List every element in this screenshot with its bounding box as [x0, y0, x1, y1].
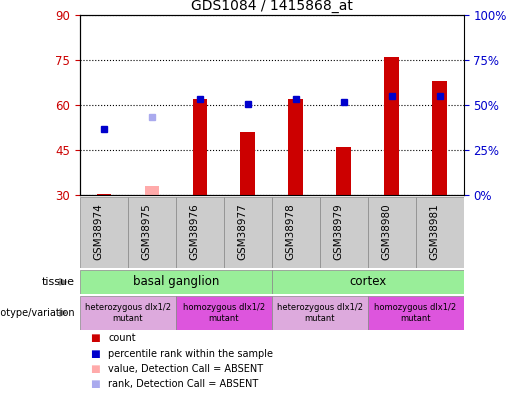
Bar: [336, 147, 351, 195]
Bar: [128, 197, 176, 268]
Text: tissue: tissue: [42, 277, 75, 287]
Text: homozygous dlx1/2
mutant: homozygous dlx1/2 mutant: [183, 303, 265, 322]
Text: ■: ■: [90, 364, 100, 374]
Text: percentile rank within the sample: percentile rank within the sample: [108, 349, 273, 358]
Text: heterozygous dlx1/2
mutant: heterozygous dlx1/2 mutant: [277, 303, 363, 322]
Text: GSM38979: GSM38979: [334, 203, 344, 260]
Title: GDS1084 / 1415868_at: GDS1084 / 1415868_at: [191, 0, 353, 13]
Text: genotype/variation: genotype/variation: [0, 308, 75, 318]
Text: cortex: cortex: [349, 275, 386, 288]
Bar: [176, 197, 224, 268]
Bar: [272, 197, 320, 268]
Text: GSM38980: GSM38980: [382, 203, 391, 260]
Bar: [320, 197, 368, 268]
Bar: [80, 197, 128, 268]
Bar: [241, 132, 255, 195]
Bar: [416, 197, 464, 268]
Bar: [193, 99, 207, 195]
Text: GSM38974: GSM38974: [94, 203, 104, 260]
Bar: [272, 296, 368, 330]
Text: count: count: [108, 333, 136, 343]
Bar: [368, 197, 416, 268]
Text: ■: ■: [90, 333, 100, 343]
Text: GSM38976: GSM38976: [190, 203, 200, 260]
Text: ■: ■: [90, 379, 100, 389]
Bar: [80, 270, 272, 294]
Bar: [176, 296, 272, 330]
Text: GSM38975: GSM38975: [142, 203, 152, 260]
Text: ■: ■: [90, 349, 100, 358]
Text: rank, Detection Call = ABSENT: rank, Detection Call = ABSENT: [108, 379, 259, 389]
Text: heterozygous dlx1/2
mutant: heterozygous dlx1/2 mutant: [85, 303, 171, 322]
Bar: [384, 57, 399, 195]
Bar: [368, 296, 464, 330]
Bar: [224, 197, 272, 268]
Bar: [288, 99, 303, 195]
Bar: [272, 270, 464, 294]
Bar: [145, 186, 159, 195]
Text: homozygous dlx1/2
mutant: homozygous dlx1/2 mutant: [374, 303, 457, 322]
Bar: [97, 194, 111, 195]
Text: GSM38981: GSM38981: [430, 203, 439, 260]
Text: GSM38977: GSM38977: [238, 203, 248, 260]
Text: basal ganglion: basal ganglion: [132, 275, 219, 288]
Text: value, Detection Call = ABSENT: value, Detection Call = ABSENT: [108, 364, 263, 374]
Bar: [432, 81, 447, 195]
Text: GSM38978: GSM38978: [286, 203, 296, 260]
Bar: [80, 296, 176, 330]
